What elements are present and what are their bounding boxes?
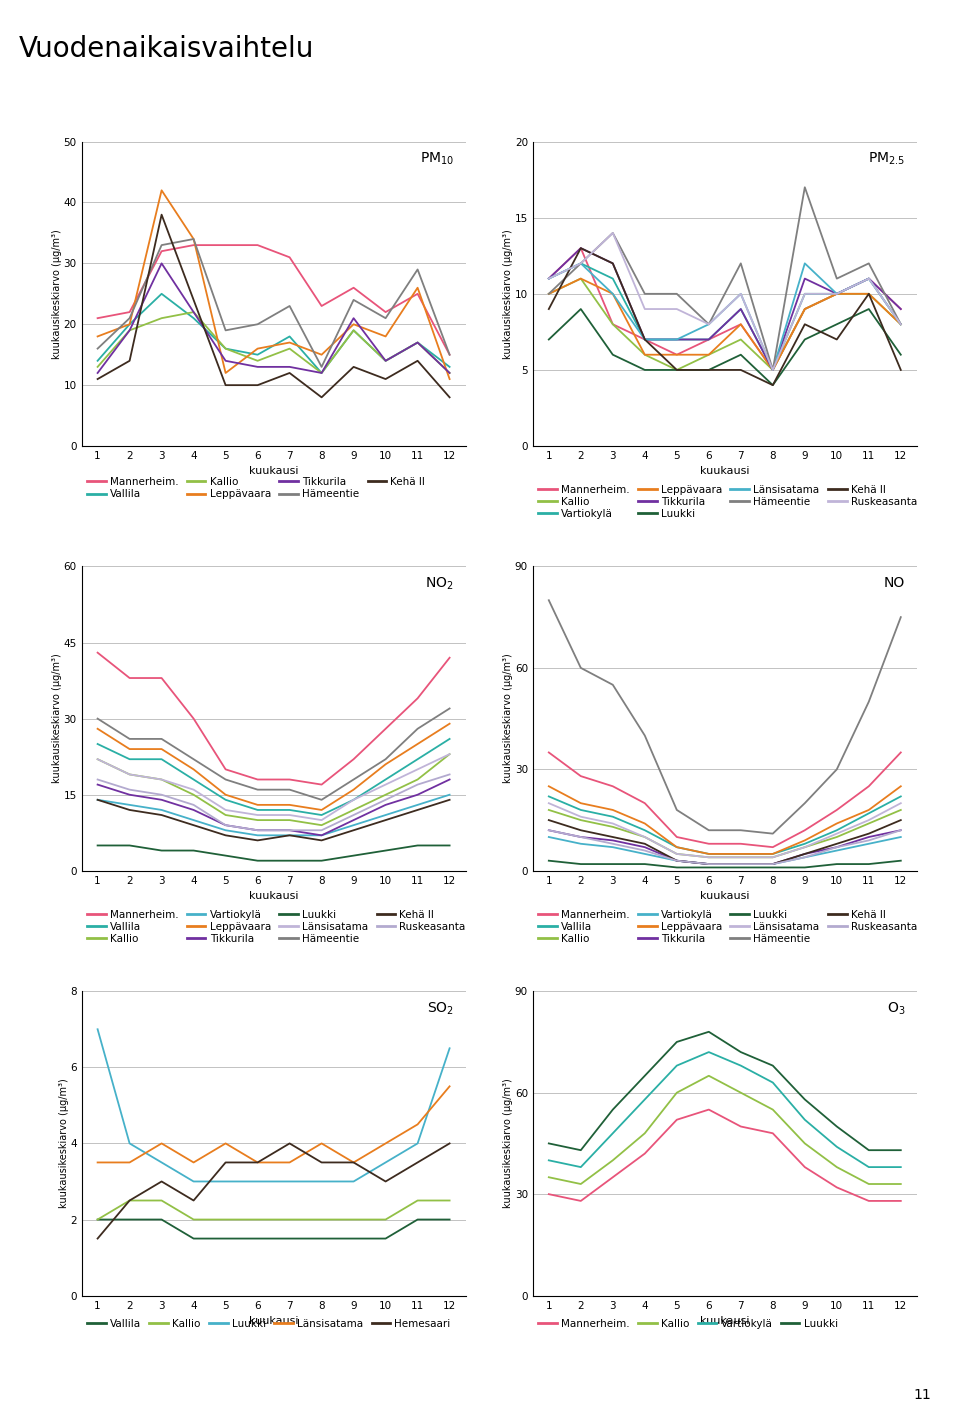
Y-axis label: kuukausikeskiarvo (µg/m³): kuukausikeskiarvo (µg/m³) bbox=[52, 654, 62, 783]
X-axis label: kuukausi: kuukausi bbox=[249, 891, 299, 901]
Text: O$_3$: O$_3$ bbox=[887, 1000, 905, 1017]
Legend: Vallila, Kallio, Luukki, Länsisatama, Hemesaari: Vallila, Kallio, Luukki, Länsisatama, He… bbox=[86, 1320, 451, 1330]
Y-axis label: kuukausikeskiarvo (µg/m³): kuukausikeskiarvo (µg/m³) bbox=[503, 654, 514, 783]
X-axis label: kuukausi: kuukausi bbox=[249, 466, 299, 476]
Y-axis label: kuukausikeskiarvo (µg/m³): kuukausikeskiarvo (µg/m³) bbox=[503, 229, 514, 358]
X-axis label: kuukausi: kuukausi bbox=[700, 1315, 750, 1325]
Legend: Mannerheim., Kallio, Vartiokylä, Luukki: Mannerheim., Kallio, Vartiokylä, Luukki bbox=[538, 1320, 838, 1330]
Y-axis label: kuukausikeskiarvo (µg/m³): kuukausikeskiarvo (µg/m³) bbox=[503, 1079, 514, 1208]
Legend: Mannerheim., Kallio, Vartiokylä, Leppävaara, Tikkurila, Luukki, Länsisatama, Häm: Mannerheim., Kallio, Vartiokylä, Leppäva… bbox=[538, 484, 917, 518]
Text: SO$_2$: SO$_2$ bbox=[427, 1000, 454, 1017]
Text: NO: NO bbox=[884, 575, 905, 589]
X-axis label: kuukausi: kuukausi bbox=[249, 1315, 299, 1325]
Legend: Mannerheim., Vallila, Kallio, Leppävaara, Tikkurila, Hämeentie, Kehä II: Mannerheim., Vallila, Kallio, Leppävaara… bbox=[86, 477, 425, 500]
Y-axis label: kuukausikeskiarvo (µg/m³): kuukausikeskiarvo (µg/m³) bbox=[59, 1079, 69, 1208]
Y-axis label: kuukausikeskiarvo (µg/m³): kuukausikeskiarvo (µg/m³) bbox=[52, 229, 62, 358]
Text: PM$_{10}$: PM$_{10}$ bbox=[420, 150, 454, 167]
X-axis label: kuukausi: kuukausi bbox=[700, 891, 750, 901]
Text: Vuodenaikaisvaihtelu: Vuodenaikaisvaihtelu bbox=[19, 35, 315, 64]
Text: PM$_{2.5}$: PM$_{2.5}$ bbox=[868, 150, 905, 167]
Text: 11: 11 bbox=[914, 1388, 931, 1402]
X-axis label: kuukausi: kuukausi bbox=[700, 466, 750, 476]
Legend: Mannerheim., Vallila, Kallio, Vartiokylä, Leppävaara, Tikkurila, Luukki, Länsisa: Mannerheim., Vallila, Kallio, Vartiokylä… bbox=[86, 909, 466, 943]
Legend: Mannerheim., Vallila, Kallio, Vartiokylä, Leppävaara, Tikkurila, Luukki, Länsisa: Mannerheim., Vallila, Kallio, Vartiokylä… bbox=[538, 909, 917, 943]
Text: NO$_2$: NO$_2$ bbox=[425, 575, 454, 592]
